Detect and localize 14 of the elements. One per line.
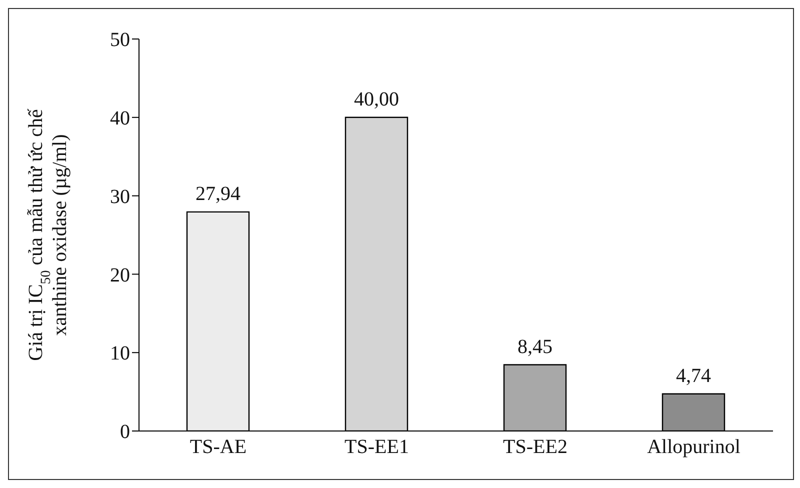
data-label: 4,74 xyxy=(676,364,711,387)
y-tick-label: 10 xyxy=(110,342,130,365)
x-tick-label: TS-EE2 xyxy=(503,436,568,458)
y-tick-label: 30 xyxy=(110,186,130,208)
data-label: 40,00 xyxy=(354,88,399,110)
y-tick-label: 20 xyxy=(110,264,130,286)
x-tick-label: Allopurinol xyxy=(647,436,741,458)
y-tick-label: 40 xyxy=(110,108,130,130)
data-label: 27,94 xyxy=(196,182,240,205)
data-label: 8,45 xyxy=(518,336,552,358)
y-tick-label: 50 xyxy=(110,29,130,52)
y-tick-label: 0 xyxy=(120,421,130,444)
x-tick-label: TS-AE xyxy=(190,436,247,458)
x-tick-label: TS-EE1 xyxy=(344,436,409,458)
